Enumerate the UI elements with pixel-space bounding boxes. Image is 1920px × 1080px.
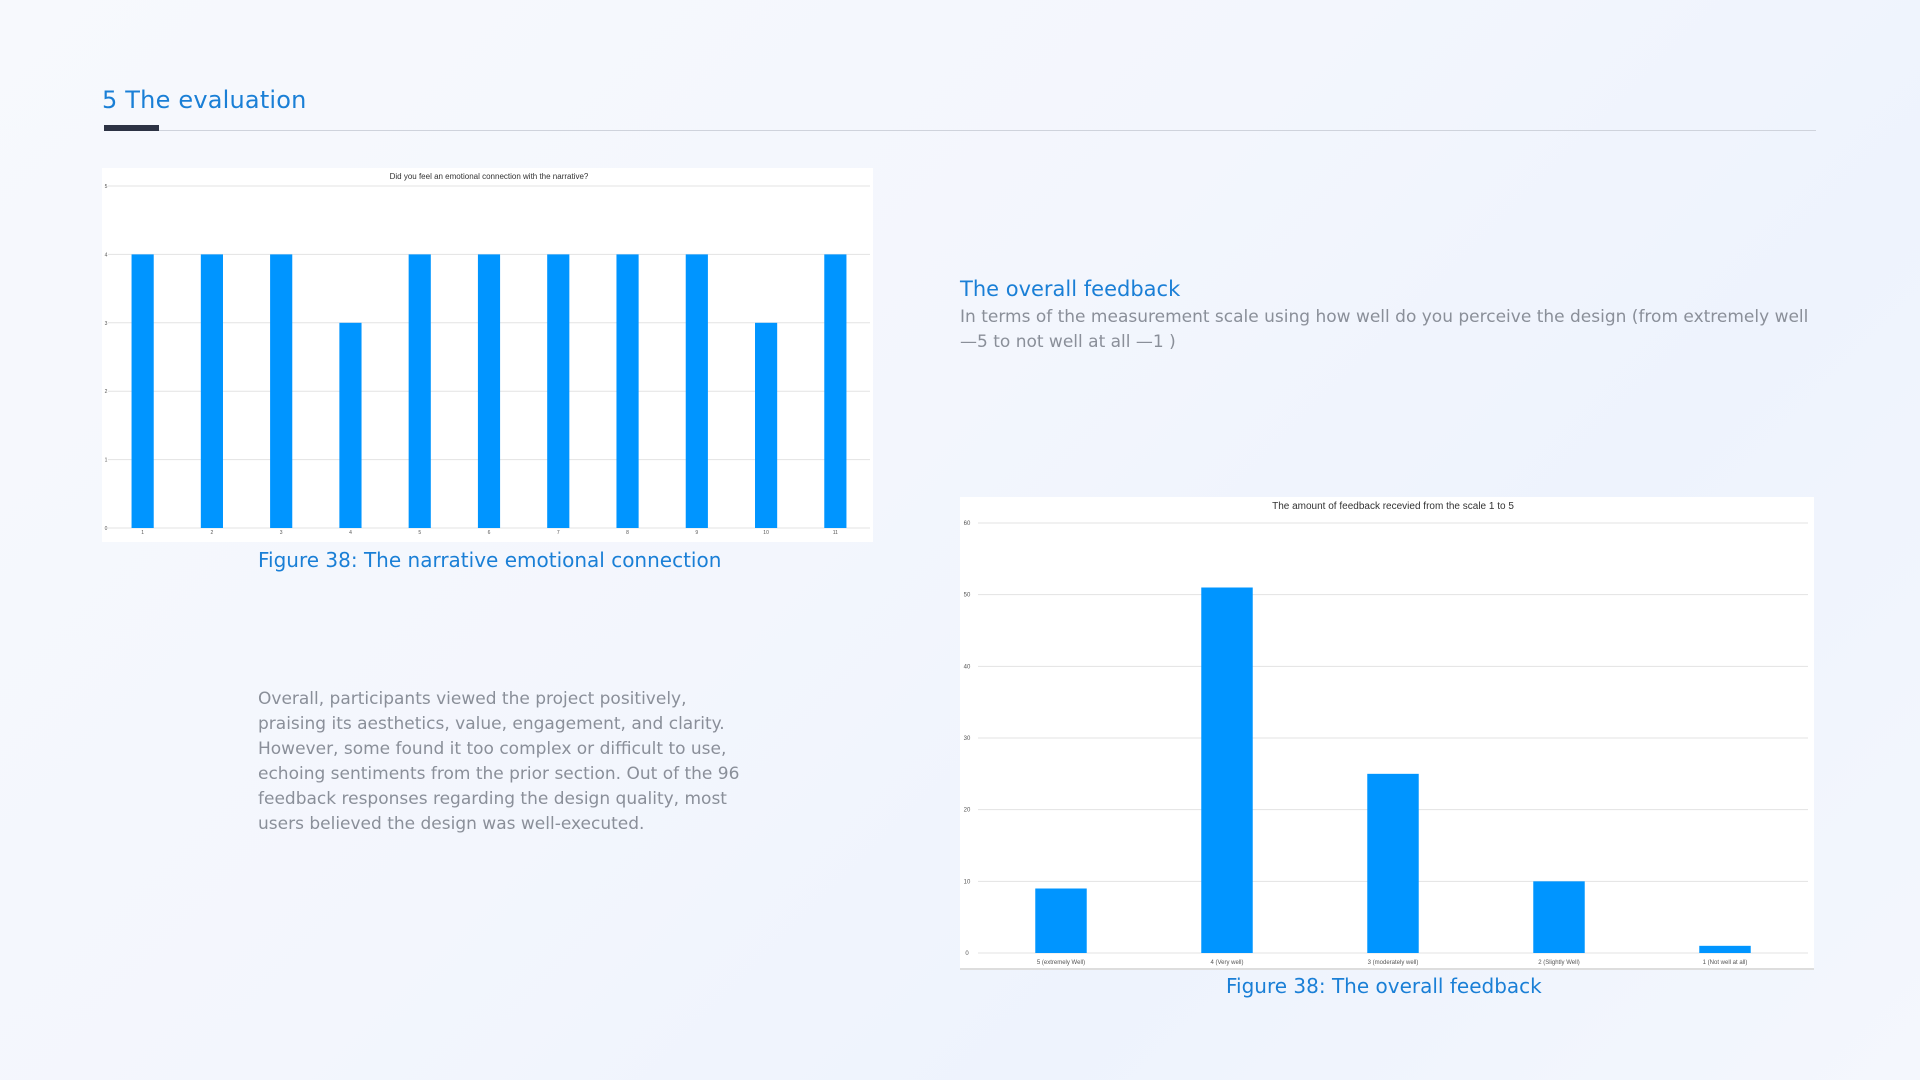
chart1-bar [270,254,293,528]
title-divider [104,130,1816,131]
chart1-bar [131,254,154,528]
overall-feedback-chart: The amount of feedback recevied from the… [960,497,1814,970]
chart1-bar [477,254,501,528]
chart2-title: The amount of feedback recevied from the… [1272,501,1514,512]
chart1-x-tick-label: 11 [833,530,838,536]
chart1-bar [547,254,570,528]
chart1-x-tick-label: 1 [141,530,144,536]
chart1-bar [408,254,431,528]
chart1-bar [200,254,223,528]
chart1-y-tick-label: 0 [105,526,108,532]
chart1-caption: Figure 38: The narrative emotional conne… [258,548,722,572]
chart1-bar [339,322,362,528]
chart1-bar [755,322,778,528]
chart1-bar [685,254,708,528]
chart2-caption: Figure 38: The overall feedback [1226,974,1542,998]
chart1-y-tick-label: 4 [105,252,108,258]
chart1-x-tick-label: 2 [211,530,214,536]
chart2-bar [1533,881,1585,953]
overall-feedback-chart-svg: The amount of feedback recevied from the… [960,501,1814,970]
page-title: 5 The evaluation [102,86,307,114]
chart1-y-tick-label: 5 [105,184,108,190]
chart2-x-tick-label: 3 (moderately well) [1368,960,1419,966]
chart2-y-tick-label: 60 [964,521,971,527]
chart1-x-tick-label: 4 [349,530,352,536]
chart2-y-tick-label: 20 [964,808,971,814]
chart2-y-tick-label: 10 [964,879,971,885]
chart2-y-tick-label: 30 [964,736,971,742]
chart2-y-tick-label: 40 [964,664,971,670]
chart1-x-tick-label: 6 [488,530,491,536]
emotional-connection-chart: Did you feel an emotional connection wit… [102,168,873,542]
chart1-title: Did you feel an emotional connection wit… [390,172,589,181]
chart2-bar [1035,888,1087,953]
chart2-y-tick-label: 0 [965,951,969,957]
chart1-bar [616,254,639,528]
emotional-connection-chart-svg: Did you feel an emotional connection wit… [105,172,870,536]
chart1-y-tick-label: 2 [105,389,108,395]
chart1-x-tick-label: 7 [557,530,560,536]
chart1-x-tick-label: 5 [418,530,421,536]
chart1-x-tick-label: 9 [695,530,698,536]
chart2-x-tick-label: 1 (Not well at all) [1703,960,1748,966]
chart1-y-tick-label: 1 [105,458,108,464]
chart2-x-tick-label: 2 (Slightly Well) [1538,960,1580,966]
summary-paragraph: Overall, participants viewed the project… [258,689,740,834]
chart1-x-tick-label: 8 [626,530,629,536]
chart1-x-tick-label: 10 [763,530,769,536]
chart2-bar [1367,773,1419,953]
chart1-bar [824,254,847,528]
chart2-y-tick-label: 50 [964,593,971,599]
section-heading: The overall feedback [960,277,1181,301]
chart1-x-tick-label: 3 [280,530,283,536]
chart2-bar [1699,945,1751,953]
chart2-bar [1201,587,1253,953]
chart2-x-tick-label: 4 (Very well) [1210,960,1243,966]
chart1-y-tick-label: 3 [105,321,108,327]
title-accent-bar [104,125,159,131]
chart2-x-tick-label: 5 (extremely Well) [1037,960,1085,966]
section-description: In terms of the measurement scale using … [960,307,1809,352]
